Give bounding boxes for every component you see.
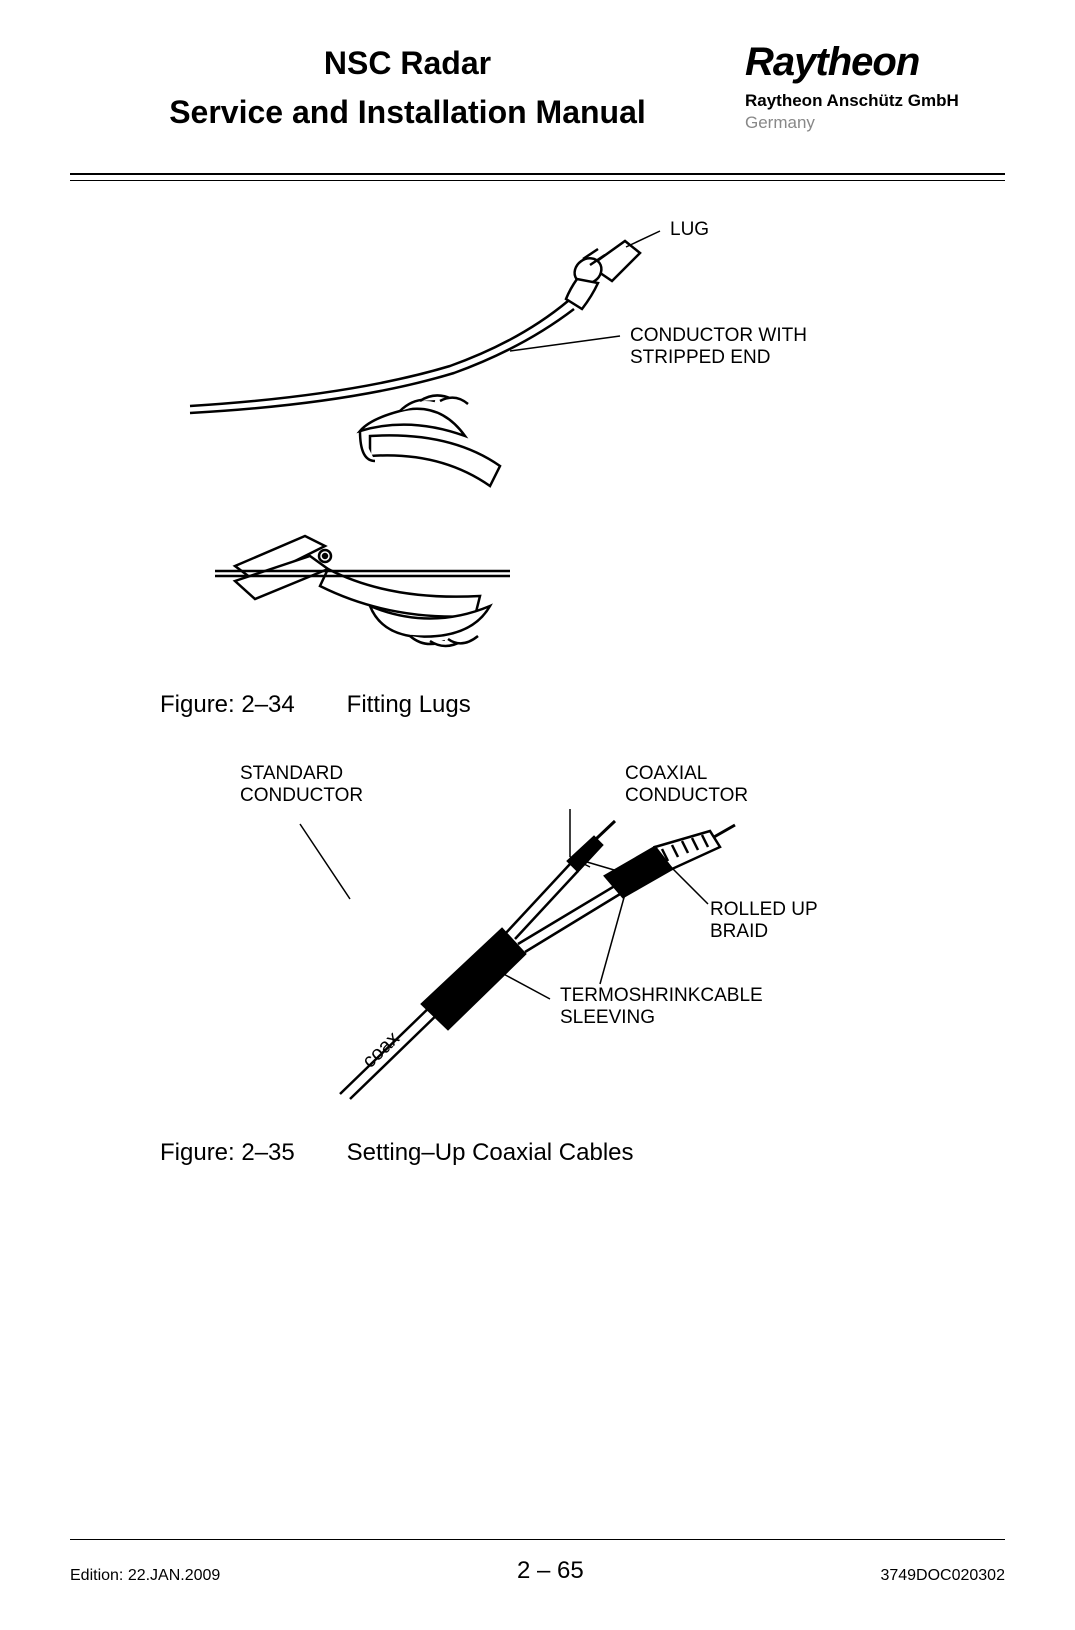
company-name: Raytheon Anschütz GmbH xyxy=(745,91,1005,111)
figure-2-label-standard-1: STANDARD xyxy=(240,763,343,785)
figure-2-label-rolled-2: BRAID xyxy=(710,921,768,943)
figure-2-label-rolled-1: ROLLED UP xyxy=(710,899,818,921)
figure-2-label-coaxial-2: CONDUCTOR xyxy=(625,785,748,807)
page-footer: Edition: 22.JAN.2009 2 – 65 3749DOC02030… xyxy=(70,1557,1005,1585)
figure-1-title: Fitting Lugs xyxy=(347,691,471,718)
figure-2-label-coaxial-1: COAXIAL xyxy=(625,763,707,785)
document-subtitle: Service and Installation Manual xyxy=(70,94,745,131)
header-rule-thin xyxy=(70,180,1005,181)
content-area: LUG CONDUCTOR WITH STRIPPED END Figure: … xyxy=(70,201,1005,1451)
document-title: NSC Radar xyxy=(70,45,745,82)
figure-1-label-lug: LUG xyxy=(670,219,709,241)
figure-2-area: coax STANDARD CONDUCTOR xyxy=(70,749,1005,1109)
logo-block: Raytheon Raytheon Anschütz GmbH Germany xyxy=(745,40,1005,133)
page: NSC Radar Service and Installation Manua… xyxy=(0,0,1075,1630)
footer-page-number: 2 – 65 xyxy=(517,1557,584,1585)
figure-2-title: Setting–Up Coaxial Cables xyxy=(347,1139,634,1166)
header-rule-thick xyxy=(70,173,1005,175)
footer-doc-number: 3749DOC020302 xyxy=(880,1567,1005,1585)
raytheon-logo: Raytheon xyxy=(745,40,1005,85)
figure-1-caption: Figure: 2–34 Fitting Lugs xyxy=(160,691,1005,719)
figure-2-caption: Figure: 2–35 Setting–Up Coaxial Cables xyxy=(160,1139,1005,1167)
company-location: Germany xyxy=(745,113,1005,133)
figure-2-label-thermo-1: TERMOSHRINKCABLE xyxy=(560,985,763,1007)
figure-1-area: LUG CONDUCTOR WITH STRIPPED END xyxy=(70,201,1005,661)
figure-2-number: Figure: 2–35 xyxy=(160,1139,340,1167)
footer-edition: Edition: 22.JAN.2009 xyxy=(70,1567,220,1585)
figure-1-label-conductor-1: CONDUCTOR WITH xyxy=(630,325,807,347)
footer-rule xyxy=(70,1539,1005,1540)
figure-2-label-standard-2: CONDUCTOR xyxy=(240,785,363,807)
figure-1-illustration xyxy=(70,201,1005,661)
figure-2-illustration: coax xyxy=(70,749,1005,1109)
figure-1-label-conductor-2: STRIPPED END xyxy=(630,347,770,369)
figure-1-number: Figure: 2–34 xyxy=(160,691,340,719)
figure-2-label-thermo-2: SLEEVING xyxy=(560,1007,655,1029)
title-block: NSC Radar Service and Installation Manua… xyxy=(70,45,745,133)
coax-marker-svg-text: coax xyxy=(358,1027,404,1072)
page-header: NSC Radar Service and Installation Manua… xyxy=(70,40,1005,133)
